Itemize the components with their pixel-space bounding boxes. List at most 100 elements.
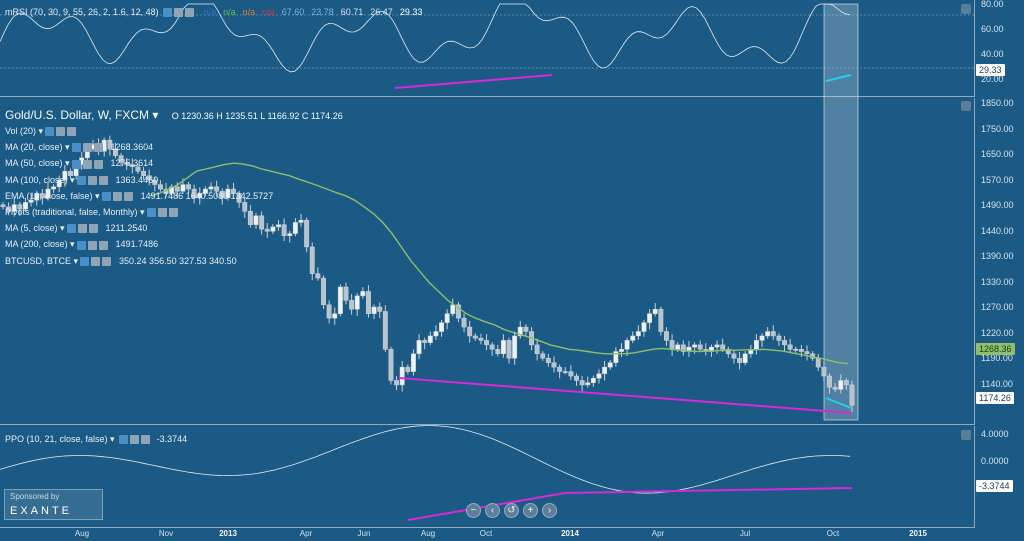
price-maximize-icon[interactable]: [961, 101, 971, 111]
axis-tick: 4.0000: [981, 429, 1009, 439]
nav-button[interactable]: +: [523, 503, 538, 518]
time-axis[interactable]: Aug Nov 2013 Apr Jun Aug Oct 2014 Apr Jul Oct 2015: [0, 528, 974, 541]
indicator-row[interactable]: Vol (20) ▾: [5, 126, 84, 137]
x-tick: Apr: [299, 529, 313, 538]
candle-body: [292, 222, 298, 234]
candle-body: [669, 340, 675, 350]
indicator-row[interactable]: MA (200, close) ▾ 1491.7486: [5, 239, 158, 250]
candle-body: [827, 375, 832, 388]
indicator-gear-icon[interactable]: [91, 256, 101, 266]
price-pane: [0, 98, 974, 425]
indicator-gear-icon[interactable]: [112, 191, 122, 201]
ppo-title[interactable]: PPO (10, 21, close, false): [5, 434, 108, 444]
indicator-eye-icon[interactable]: [76, 240, 86, 250]
rsi-value-7: 26.47: [370, 7, 393, 17]
indicator-eye-icon[interactable]: [71, 159, 81, 169]
indicator-eye-icon[interactable]: [80, 256, 90, 266]
axis-tick: 1390.00: [981, 251, 1014, 261]
candle-body: [113, 148, 118, 156]
symbol-title[interactable]: Gold/U.S. Dollar, W, FXCM: [5, 108, 150, 122]
rsi-value-4: 67.60: [281, 7, 305, 17]
highlight-region: [823, 3, 859, 421]
indicator-gear-icon[interactable]: [82, 143, 92, 153]
candle-body: [45, 188, 51, 199]
candle-body: [191, 188, 197, 199]
candle-body: [619, 349, 624, 352]
indicator-gear-icon[interactable]: [77, 224, 87, 234]
indicator-eye-icon[interactable]: [101, 191, 111, 201]
rsi-axis[interactable]: 80.00 60.00 40.00 20.00 29.33: [974, 0, 1024, 97]
indicator-eye-icon[interactable]: [76, 175, 86, 185]
candle-body: [444, 313, 450, 323]
rsi-last-tag: 29.33: [976, 64, 1005, 76]
sponsor-logo[interactable]: Sponsored by EXANTE: [4, 489, 103, 520]
rsi-settings-icon[interactable]: [174, 8, 184, 18]
rsi-close-icon[interactable]: [185, 8, 195, 18]
chart-canvas[interactable]: [0, 0, 974, 528]
ppo-close-icon[interactable]: [141, 435, 151, 445]
indicator-close-icon[interactable]: [98, 175, 108, 185]
candle-body: [337, 286, 343, 314]
indicator-gear-icon[interactable]: [87, 240, 97, 250]
nav-button[interactable]: ↺: [504, 503, 519, 518]
candle-body: [343, 286, 349, 301]
candle-body: [259, 215, 265, 230]
indicator-close-icon[interactable]: [168, 208, 178, 218]
nav-button[interactable]: −: [466, 503, 481, 518]
indicator-row[interactable]: BTCUSD, BTCE ▾ 350.24 356.50 327.53 340.5…: [5, 256, 237, 267]
rsi-current-divergence: [825, 74, 852, 82]
indicator-close-icon[interactable]: [93, 159, 103, 169]
candle-body: [332, 313, 338, 319]
indicator-close-icon[interactable]: [98, 240, 108, 250]
candle-body: [405, 366, 411, 372]
rsi-eye-icon[interactable]: [163, 8, 173, 18]
indicator-row[interactable]: MA (50, close) ▾ 1275.3614: [5, 158, 153, 169]
indicator-row[interactable]: MA (20, close) ▾ 1268.3604: [5, 142, 153, 153]
indicator-gear-icon[interactable]: [56, 127, 66, 137]
candle-body: [658, 308, 664, 332]
indicator-eye-icon[interactable]: [71, 143, 81, 153]
rsi-title[interactable]: mRSI (70, 30, 9, 55, 26, 2, 1.6, 12, 48): [5, 7, 159, 17]
axis-tick: 0.0000: [981, 456, 1009, 466]
candle-body: [366, 291, 371, 314]
rsi-maximize-icon[interactable]: [961, 4, 971, 14]
indicator-eye-icon[interactable]: [66, 224, 76, 234]
indicator-close-icon[interactable]: [67, 127, 77, 137]
indicator-eye-icon[interactable]: [45, 127, 55, 137]
x-tick: Nov: [158, 529, 174, 538]
price-axis[interactable]: 1850.00 1750.00 1650.00 1570.00 1490.00 1440.…: [974, 98, 1024, 425]
candle-body: [562, 371, 568, 373]
indicator-row[interactable]: MA (5, close) ▾ 1211.2540: [5, 223, 147, 234]
candle-body: [753, 340, 759, 350]
indicator-row[interactable]: MA (100, close) ▾ 1363.4460: [5, 175, 158, 186]
price-last-tag: 1174.26: [976, 392, 1014, 404]
candle-body: [68, 170, 73, 176]
candle-body: [467, 326, 473, 337]
indicator-row[interactable]: Pivots (traditional, false, Monthly) ▾: [5, 207, 186, 218]
indicator-close-icon[interactable]: [88, 224, 98, 234]
indicator-close-icon[interactable]: [102, 256, 112, 266]
candle-body: [759, 335, 765, 341]
indicator-gear-icon[interactable]: [82, 159, 92, 169]
candle-body: [714, 344, 720, 348]
axis-tick: 1440.00: [981, 225, 1014, 236]
candle-body: [545, 357, 551, 363]
x-tick: Aug: [420, 529, 436, 538]
nav-button[interactable]: ›: [542, 503, 557, 518]
indicator-eye-icon[interactable]: [146, 208, 156, 218]
candle-body: [399, 366, 405, 386]
candle-body: [804, 351, 810, 355]
nav-button[interactable]: ‹: [485, 503, 500, 518]
indicator-value: 350.24 356.50 327.53 340.50: [119, 255, 237, 266]
candle-body: [613, 351, 619, 363]
indicator-gear-icon[interactable]: [157, 208, 167, 218]
indicator-row[interactable]: EMA (10, close, false) ▾ 1491.7486 1640.5…: [5, 191, 273, 202]
indicator-close-icon[interactable]: [123, 191, 133, 201]
indicator-close-icon[interactable]: [93, 143, 103, 153]
ppo-eye-icon[interactable]: [119, 435, 129, 445]
candle-body: [551, 362, 557, 368]
ppo-maximize-icon[interactable]: [961, 430, 971, 440]
indicator-gear-icon[interactable]: [87, 175, 97, 185]
ppo-settings-icon[interactable]: [130, 435, 140, 445]
